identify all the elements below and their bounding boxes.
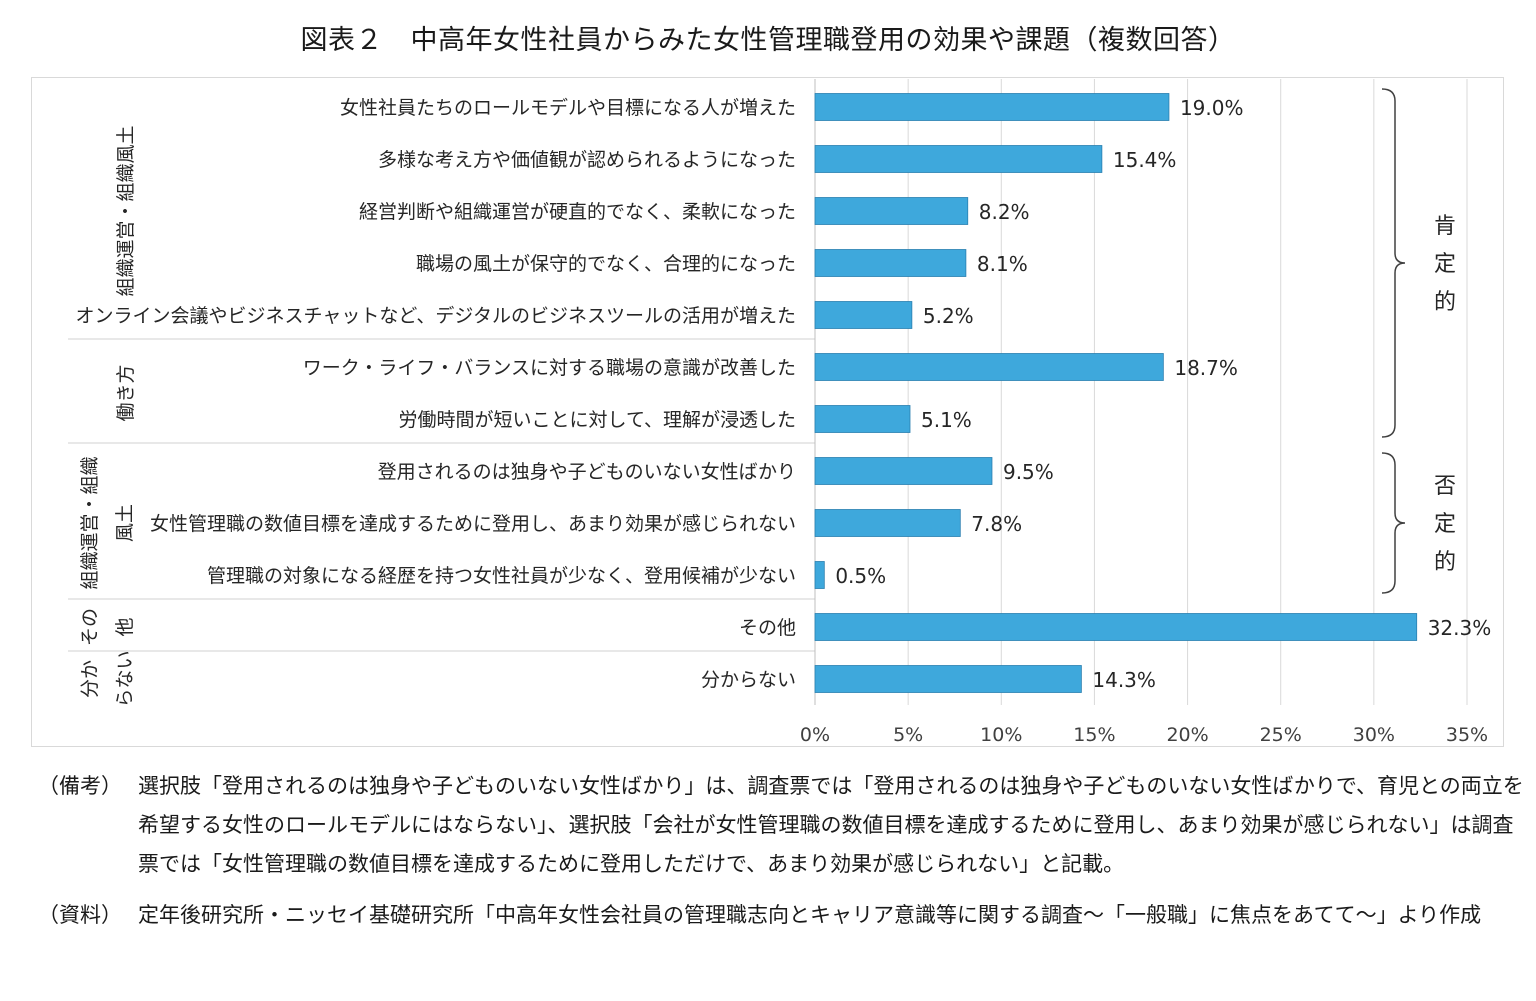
bracket-label: 的 [1434, 550, 1456, 575]
group-label: その [79, 608, 101, 646]
note-source-text: 定年後研究所・ニッセイ基礎研究所「中高年女性会社員の管理職志向とキャリア意識等に… [138, 903, 1482, 927]
category-label: その他 [739, 617, 796, 639]
bracket-label: 否 [1434, 474, 1456, 499]
data-label: 19.0% [1180, 96, 1244, 120]
bracket-label: 定 [1434, 512, 1456, 537]
category-label: 職場の風土が保守的でなく、合理的になった [416, 253, 796, 275]
bar [814, 665, 1082, 693]
bar [814, 301, 913, 329]
bar [814, 249, 967, 277]
note-source-head: （資料） [38, 903, 122, 927]
group-label: 風土 [114, 504, 136, 542]
bar-chart: 0% 5% 10% 15% 20% 25% 30% 35% 女性社員たちのロールモデルや目標にな… [68, 79, 1492, 746]
x-tick-label: 15% [1073, 724, 1115, 746]
data-label: 15.4% [1113, 148, 1177, 172]
group-label: 働き方 [115, 364, 137, 421]
group-label: 組織運営・組織風土 [115, 125, 137, 296]
category-label: 労働時間が短いことに対して、理解が浸透した [399, 409, 796, 431]
bracket-label: 肯 [1434, 214, 1456, 239]
data-label: 9.5% [1003, 460, 1054, 484]
data-label: 18.7% [1174, 356, 1238, 380]
data-label: 5.2% [923, 304, 974, 328]
data-label: 14.3% [1092, 668, 1156, 692]
data-label: 32.3% [1428, 616, 1492, 640]
bar [814, 509, 961, 537]
category-label: 分からない [701, 669, 796, 691]
x-tick-label: 0% [800, 724, 830, 746]
bar [814, 613, 1418, 641]
x-tick-label: 25% [1260, 724, 1302, 746]
category-label: 女性管理職の数値目標を達成するために登用し、あまり効果が感じられない [150, 513, 796, 535]
note-remarks-text: 選択肢「登用されるのは独身や子どものいない女性ばかり」は、調査票では「登用される… [138, 774, 1524, 876]
bar [814, 405, 911, 433]
data-label: 8.2% [979, 200, 1030, 224]
bar [814, 197, 969, 225]
bar [814, 145, 1103, 173]
category-label: 経営判断や組織運営が硬直的でなく、柔軟になった [359, 201, 796, 223]
bar [814, 457, 993, 485]
x-tick-label: 20% [1166, 724, 1208, 746]
category-label: ワーク・ライフ・バランスに対する職場の意識が改善した [303, 357, 796, 379]
bar [814, 353, 1164, 381]
category-label: オンライン会議やビジネスチャットなど、デジタルのビジネスツールの活用が増えた [76, 305, 796, 327]
bar [814, 93, 1170, 121]
group-label: 他 [114, 617, 136, 636]
bar [814, 561, 825, 589]
data-label: 0.5% [835, 564, 886, 588]
category-label: 管理職の対象になる経歴を持つ女性社員が少なく、登用候補が少ない [207, 565, 796, 587]
chart-frame: 0% 5% 10% 15% 20% 25% 30% 35% 女性社員たちのロールモデルや目標にな… [31, 77, 1504, 747]
data-label: 5.1% [921, 408, 972, 432]
data-label: 8.1% [977, 252, 1028, 276]
x-tick-label: 10% [980, 724, 1022, 746]
data-label: 7.8% [971, 512, 1022, 536]
note-remarks-head: （備考） [38, 774, 122, 798]
category-label: 登用されるのは独身や子どものいない女性ばかり [378, 461, 796, 483]
bracket-label: 定 [1434, 252, 1456, 277]
chart-title: 図表２ 中高年女性社員からみた女性管理職登用の効果や課題（複数回答） [300, 25, 1236, 56]
bracket [1381, 88, 1406, 438]
x-tick-label: 30% [1353, 724, 1395, 746]
group-label: らない [114, 650, 136, 707]
x-tick-label: 5% [893, 724, 923, 746]
group-label: 組織運営・組織 [79, 456, 101, 589]
bracket [1381, 452, 1406, 594]
group-label: 分か [79, 660, 101, 698]
bracket-label: 的 [1434, 290, 1456, 315]
category-label: 多様な考え方や価値観が認められるようになった [378, 149, 796, 171]
category-label: 女性社員たちのロールモデルや目標になる人が増えた [340, 97, 796, 119]
x-tick-label: 35% [1446, 724, 1488, 746]
